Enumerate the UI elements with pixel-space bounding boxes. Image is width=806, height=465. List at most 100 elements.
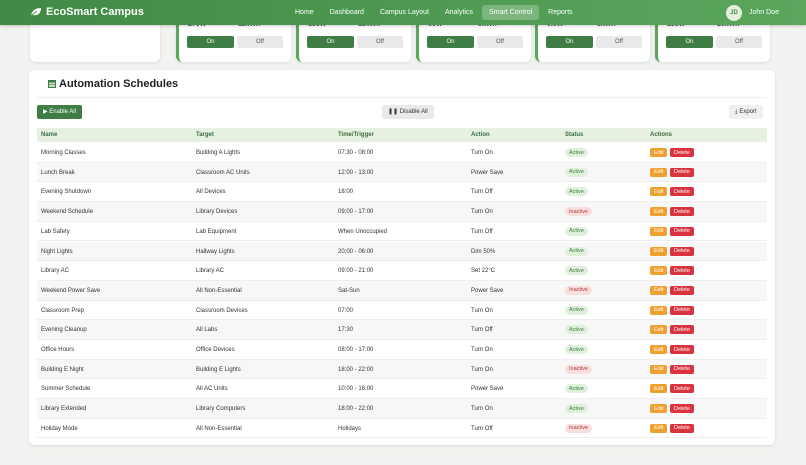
table-cell: All AC Units <box>196 386 228 393</box>
table-cell: Building A Lights <box>196 150 241 156</box>
table-cell: 20:00 - 06:00 <box>338 248 374 255</box>
table-cell: Night Lights <box>41 248 73 255</box>
avatar[interactable]: JD <box>726 5 742 21</box>
delete-button[interactable]: Delete <box>670 167 694 177</box>
column-header: Status <box>565 132 584 138</box>
table-cell: Classroom AC Units <box>196 169 250 176</box>
delete-button[interactable]: Delete <box>670 345 694 354</box>
nav-link[interactable]: Analytics <box>444 9 473 16</box>
delete-button[interactable]: Delete <box>670 148 694 157</box>
table-cell: Turn On <box>471 150 493 156</box>
table-cell: Office Hours <box>41 347 75 353</box>
table-row: Evening Shutdown All Devices 18:00 Turn Off… <box>37 182 767 203</box>
off-button[interactable]: Off <box>596 36 642 48</box>
table-cell: 07:00 <box>338 307 354 314</box>
table-row: Library Extended Library Computers 18:00 -… <box>37 399 767 419</box>
on-button[interactable]: On <box>427 36 474 48</box>
leaf-icon <box>30 8 41 17</box>
status-badge: Active <box>565 226 588 236</box>
table-cell: Library AC <box>41 268 70 275</box>
edit-button[interactable]: Edit <box>650 246 668 256</box>
delete-button[interactable]: Delete <box>670 325 694 335</box>
table-row: Weekend Power Save All Non-Essential Sat-S… <box>37 280 767 301</box>
table-cell: Sat-Sun <box>338 287 360 294</box>
edit-button[interactable]: Edit <box>650 207 668 217</box>
table-cell: Evening Cleanup <box>41 327 87 334</box>
nav-link[interactable]: Campus Layout <box>379 9 429 16</box>
status-badge: Active <box>565 187 588 197</box>
table-cell: Set 22°C <box>471 268 496 275</box>
user-name[interactable]: John Doe <box>749 9 779 16</box>
edit-button[interactable]: Edit <box>650 345 668 354</box>
table-cell: Power Save <box>471 386 504 393</box>
table-cell: Turn On <box>471 406 493 413</box>
edit-button[interactable]: Edit <box>650 148 668 157</box>
table-cell: All Non-Essential <box>196 287 242 294</box>
edit-button[interactable]: Edit <box>650 325 668 335</box>
table-row: Library AC Library AC 09:00 - 21:00 Set 22°… <box>37 261 767 281</box>
table-cell: 09:00 - 17:00 <box>338 209 374 216</box>
edit-button[interactable]: Edit <box>650 305 668 315</box>
table-row: Summer Schedule All AC Units 10:00 - 16:00… <box>37 379 767 400</box>
delete-button[interactable]: Delete <box>670 384 694 394</box>
off-button[interactable]: Off <box>357 36 403 48</box>
table-cell: Library Devices <box>196 209 238 216</box>
delete-button[interactable]: Delete <box>670 246 694 256</box>
disable-all-button[interactable]: ❚❚ Disable All <box>382 105 434 119</box>
delete-button[interactable]: Delete <box>670 364 694 374</box>
delete-button[interactable]: Delete <box>670 305 694 315</box>
edit-button[interactable]: Edit <box>650 167 668 177</box>
nav-link[interactable]: Smart Control <box>481 5 540 20</box>
table-cell: Library AC <box>196 268 225 275</box>
table-cell: Library Extended <box>41 406 87 413</box>
on-button[interactable]: On <box>546 36 593 48</box>
off-button[interactable]: Off <box>477 36 523 48</box>
status-badge: Active <box>565 148 588 157</box>
nav-link[interactable]: Home <box>295 9 314 16</box>
edit-button[interactable]: Edit <box>650 384 668 394</box>
edit-button[interactable]: Edit <box>650 423 668 433</box>
edit-button[interactable]: Edit <box>650 266 668 276</box>
edit-button[interactable]: Edit <box>650 285 668 295</box>
off-button[interactable]: Off <box>237 36 283 48</box>
table-cell: 18:00 - 22:00 <box>338 406 374 413</box>
delete-button[interactable]: Delete <box>670 266 694 276</box>
status-badge: Active <box>565 384 588 394</box>
delete-button[interactable]: Delete <box>670 207 694 217</box>
table-cell: All Devices <box>196 189 226 196</box>
button-label: Disable All <box>399 109 428 115</box>
off-button[interactable]: Off <box>716 36 762 48</box>
table-cell: Morning Classes <box>41 150 86 156</box>
delete-button[interactable]: Delete <box>670 226 694 236</box>
button-label: Enable All <box>49 109 76 115</box>
delete-button[interactable]: Delete <box>670 423 694 433</box>
table-row: Morning Classes Building A Lights 07:30 - … <box>37 143 767 163</box>
enable-all-button[interactable]: ▶ Enable All <box>37 105 82 119</box>
edit-button[interactable]: Edit <box>650 226 668 236</box>
table-cell: 12:00 - 13:00 <box>338 169 374 176</box>
table-cell: Lab Safety <box>41 228 70 235</box>
status-badge: Inactive <box>565 364 592 374</box>
edit-button[interactable]: Edit <box>650 187 668 197</box>
table-row: Holiday Mode All Non-Essential Holidays Tur… <box>37 419 767 439</box>
edit-button[interactable]: Edit <box>650 364 668 374</box>
on-button[interactable]: On <box>307 36 354 48</box>
delete-button[interactable]: Delete <box>670 285 694 295</box>
nav-link[interactable]: Dashboard <box>329 9 364 16</box>
table-cell: 08:00 - 17:00 <box>338 347 374 353</box>
on-button[interactable]: On <box>187 36 234 48</box>
brand[interactable]: EcoSmart Campus <box>30 6 144 18</box>
table-cell: Lab Equipment <box>196 228 237 235</box>
table-cell: Lunch Break <box>41 169 75 176</box>
table-cell: Turn Off <box>471 327 493 334</box>
navbar: EcoSmart Campus Home Dashboard Campus Layo… <box>0 0 806 25</box>
delete-button[interactable]: Delete <box>670 187 694 197</box>
on-button[interactable]: On <box>666 36 713 48</box>
delete-button[interactable]: Delete <box>670 404 694 414</box>
export-button[interactable]: ⤓ Export <box>729 105 763 119</box>
table-cell: Weekend Power Save <box>41 287 101 294</box>
edit-button[interactable]: Edit <box>650 404 668 414</box>
nav-link[interactable]: Reports <box>548 9 573 16</box>
column-header: Action <box>471 132 490 138</box>
table-cell: 18:00 <box>338 189 354 196</box>
